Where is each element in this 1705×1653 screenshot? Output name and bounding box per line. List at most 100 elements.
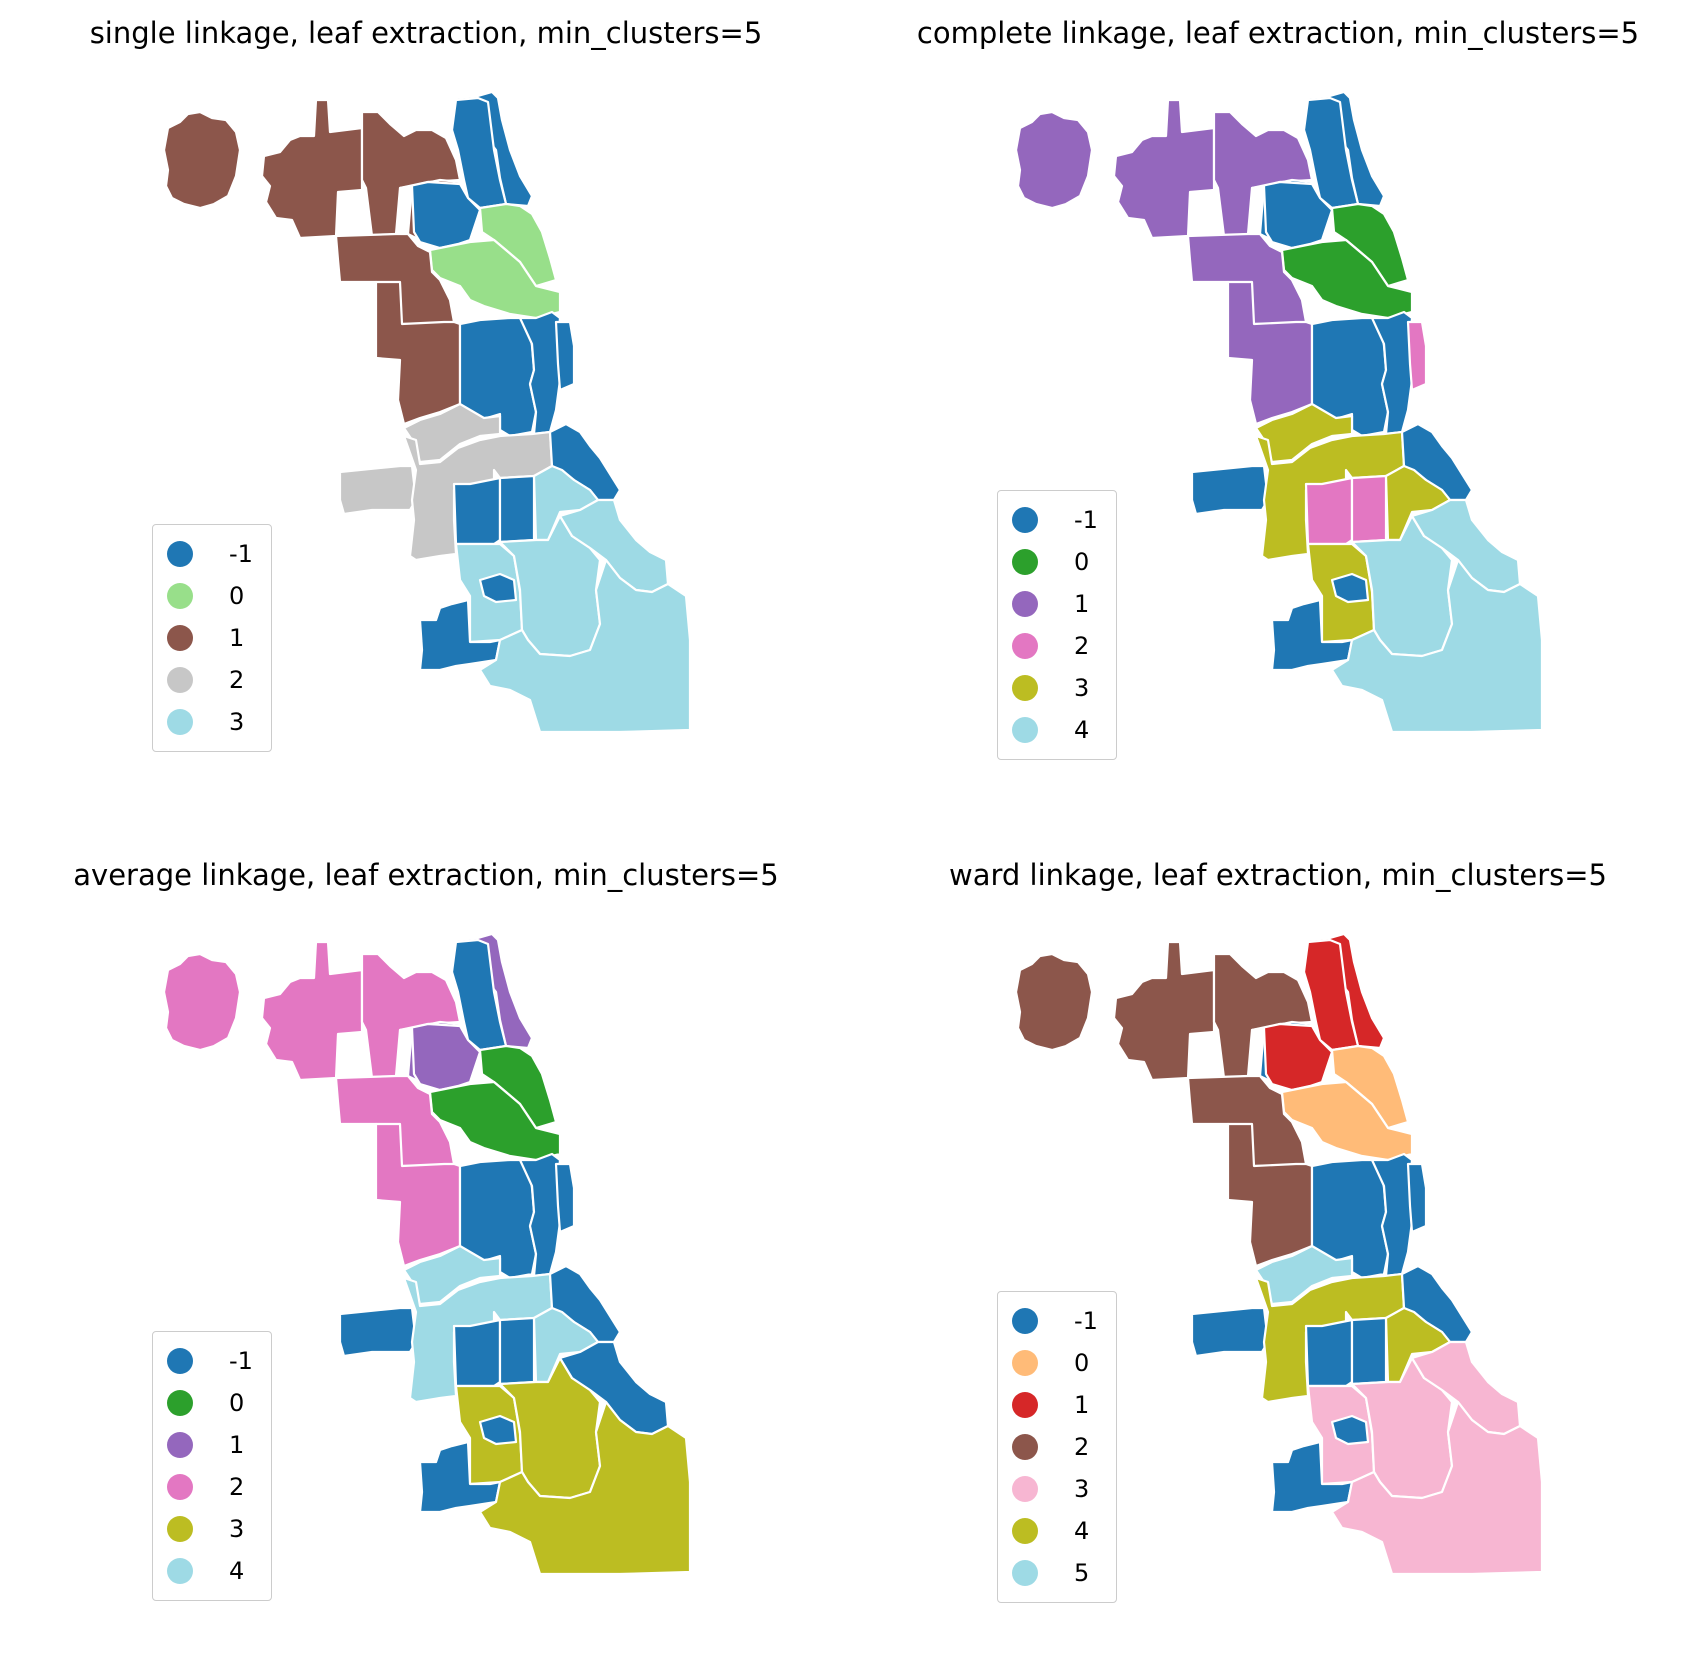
community-area-far-south-stem [1330, 1414, 1370, 1446]
panel-title: single linkage, leaf extraction, min_clu… [89, 16, 763, 50]
legend-swatch-icon [167, 667, 193, 693]
legend-label: -1 [229, 540, 253, 568]
legend-swatch-icon [167, 1390, 193, 1416]
community-area-swest-mid [1254, 430, 1406, 562]
legend-swatch-icon [1012, 1518, 1038, 1544]
legend-label: 1 [229, 1431, 245, 1459]
legend-swatch-icon [1012, 717, 1038, 743]
community-area-swest-arm [338, 464, 418, 516]
community-area-swest-upper [1254, 1244, 1354, 1306]
legend: -1 0 1 2 3 4 [152, 1331, 272, 1601]
community-area-loop-lake [1406, 320, 1428, 392]
legend-item: 5 [1012, 1552, 1102, 1594]
chicago-map [162, 932, 692, 1576]
legend-swatch-icon [1012, 675, 1038, 701]
community-area-swest-arm [1190, 464, 1270, 516]
community-area-nw-west [1112, 98, 1216, 240]
legend-item: 0 [167, 1382, 257, 1424]
legend-swatch-icon [1012, 1392, 1038, 1418]
legend-label: 0 [229, 582, 245, 610]
community-area-far-south-stem [1330, 572, 1370, 604]
legend-label: 2 [1074, 1433, 1090, 1461]
legend-swatch-icon [167, 1474, 193, 1500]
legend-label: 5 [1074, 1559, 1090, 1587]
legend-label: -1 [1074, 506, 1098, 534]
legend-label: 1 [1074, 1391, 1090, 1419]
community-area-central [1370, 310, 1416, 436]
legend-label: 2 [229, 666, 245, 694]
community-area-south-mid-west [452, 476, 502, 546]
community-area-ohare [1014, 110, 1094, 210]
legend-item: 3 [167, 701, 257, 743]
community-area-swest-arm [338, 1306, 418, 1358]
legend-item: 0 [167, 575, 257, 617]
legend-swatch-icon [1012, 507, 1038, 533]
panel-complete-linkage: complete linkage, leaf extraction, min_c… [852, 0, 1704, 811]
chicago-map [1014, 90, 1544, 734]
community-area-swest-mid [402, 430, 554, 562]
legend: -1 0 1 2 3 [152, 524, 272, 752]
community-area-ohare [162, 952, 242, 1052]
legend-swatch-icon [167, 541, 193, 567]
community-area-far-south-east [478, 558, 692, 734]
legend-item: 4 [167, 1550, 257, 1592]
legend-swatch-icon [167, 583, 193, 609]
legend-swatch-icon [1012, 1350, 1038, 1376]
chicago-map [1014, 932, 1544, 1576]
legend: -1 0 1 2 3 4 5 [997, 1291, 1117, 1603]
community-area-central [518, 310, 564, 436]
legend-item: 2 [1012, 625, 1102, 667]
panel-title: complete linkage, leaf extraction, min_c… [916, 16, 1640, 50]
community-area-nw-west [260, 98, 364, 240]
chicago-map [162, 90, 692, 734]
legend-item: 3 [167, 1508, 257, 1550]
community-area-nw-west [260, 940, 364, 1082]
legend-swatch-icon [1012, 1476, 1038, 1502]
legend-label: 2 [229, 1473, 245, 1501]
community-area-south-mid-center [498, 1316, 536, 1386]
legend-swatch-icon [167, 625, 193, 651]
community-area-south-mid-west [1304, 1318, 1354, 1388]
legend-swatch-icon [1012, 591, 1038, 617]
legend-item: 1 [167, 617, 257, 659]
community-area-central [518, 1152, 564, 1278]
community-area-ohare [1014, 952, 1094, 1052]
community-area-south-mid-center [498, 474, 536, 544]
community-area-south-mid-center [1350, 474, 1388, 544]
legend-swatch-icon [167, 709, 193, 735]
legend-item: 4 [1012, 1510, 1102, 1552]
community-area-far-south-stem [478, 1414, 518, 1446]
panel-single-linkage: single linkage, leaf extraction, min_clu… [0, 0, 852, 811]
legend-label: 3 [229, 1515, 245, 1543]
community-area-far-south-east [1330, 558, 1544, 734]
legend-item: -1 [167, 533, 257, 575]
legend-label: 3 [1074, 674, 1090, 702]
legend-swatch-icon [167, 1516, 193, 1542]
community-area-north-inner [1250, 1022, 1334, 1092]
community-area-south-mid-center [1350, 1316, 1388, 1386]
community-area-loop-lake [554, 320, 576, 392]
legend-label: 3 [229, 708, 245, 736]
legend-item: 4 [1012, 709, 1102, 751]
community-area-nw-mid [1212, 110, 1314, 238]
legend-label: 4 [229, 1557, 245, 1585]
legend-label: 4 [1074, 1517, 1090, 1545]
legend-item: 2 [167, 659, 257, 701]
legend-swatch-icon [167, 1348, 193, 1374]
legend-label: 0 [229, 1389, 245, 1417]
legend-label: -1 [229, 1347, 253, 1375]
legend-swatch-icon [1012, 1308, 1038, 1334]
legend: -1 0 1 2 3 4 [997, 490, 1117, 760]
community-area-swest-upper [402, 402, 502, 464]
community-area-nw-mid [1212, 952, 1314, 1080]
community-area-far-south-east [1330, 1400, 1544, 1576]
community-area-swest-arm [1190, 1306, 1270, 1358]
community-area-swest-mid [402, 1272, 554, 1404]
community-area-swest-upper [1254, 402, 1354, 464]
community-area-far-south-stem [478, 572, 518, 604]
community-area-swest-upper [402, 1244, 502, 1306]
community-area-central [1370, 1152, 1416, 1278]
legend-label: 0 [1074, 1349, 1090, 1377]
legend-label: 0 [1074, 548, 1090, 576]
community-area-loop-lake [554, 1162, 576, 1234]
